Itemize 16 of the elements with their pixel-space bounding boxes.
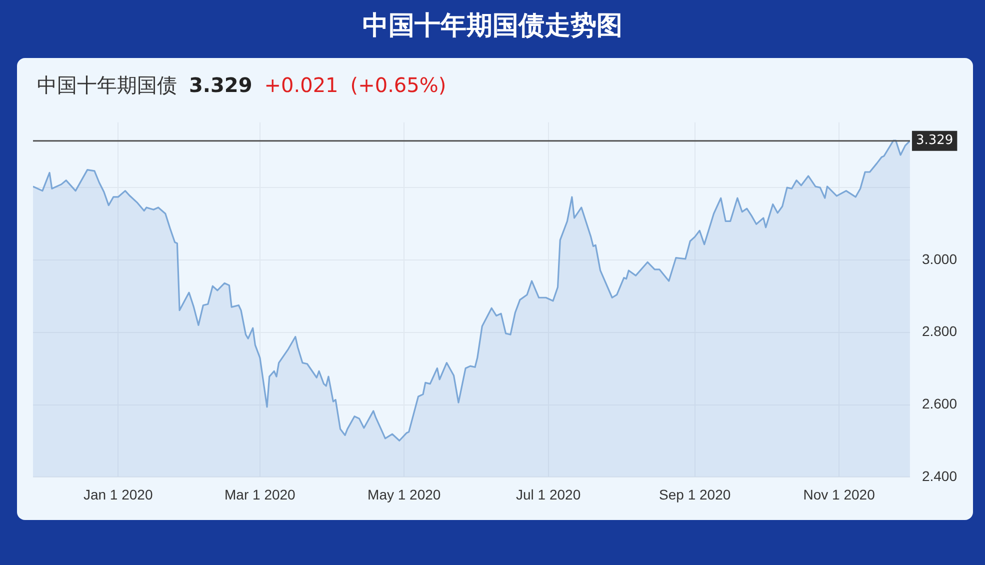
- y-tick-label: 2.400: [922, 468, 958, 484]
- x-tick-label: Jan 1 2020: [83, 486, 153, 502]
- x-tick-label: Nov 1 2020: [803, 486, 876, 502]
- x-tick-label: Jul 1 2020: [516, 486, 581, 502]
- text: +0.021: [264, 73, 338, 97]
- y-tick-label: 2.600: [922, 396, 958, 412]
- x-tick-label: Sep 1 2020: [659, 486, 731, 502]
- chart-title: 中国十年期国债走势图: [362, 10, 624, 43]
- x-tick-label: May 1 2020: [368, 486, 441, 502]
- x-tick-label: Mar 1 2020: [224, 486, 296, 502]
- y-tick-label: 3.000: [922, 250, 958, 267]
- text: (+0.65%): [350, 73, 446, 97]
- text: 3.329: [189, 73, 252, 97]
- ref-line-label: 3.329: [916, 133, 954, 148]
- chart-subtitle: 中国十年期国债: [37, 73, 177, 97]
- y-tick-label: 2.800: [922, 323, 958, 340]
